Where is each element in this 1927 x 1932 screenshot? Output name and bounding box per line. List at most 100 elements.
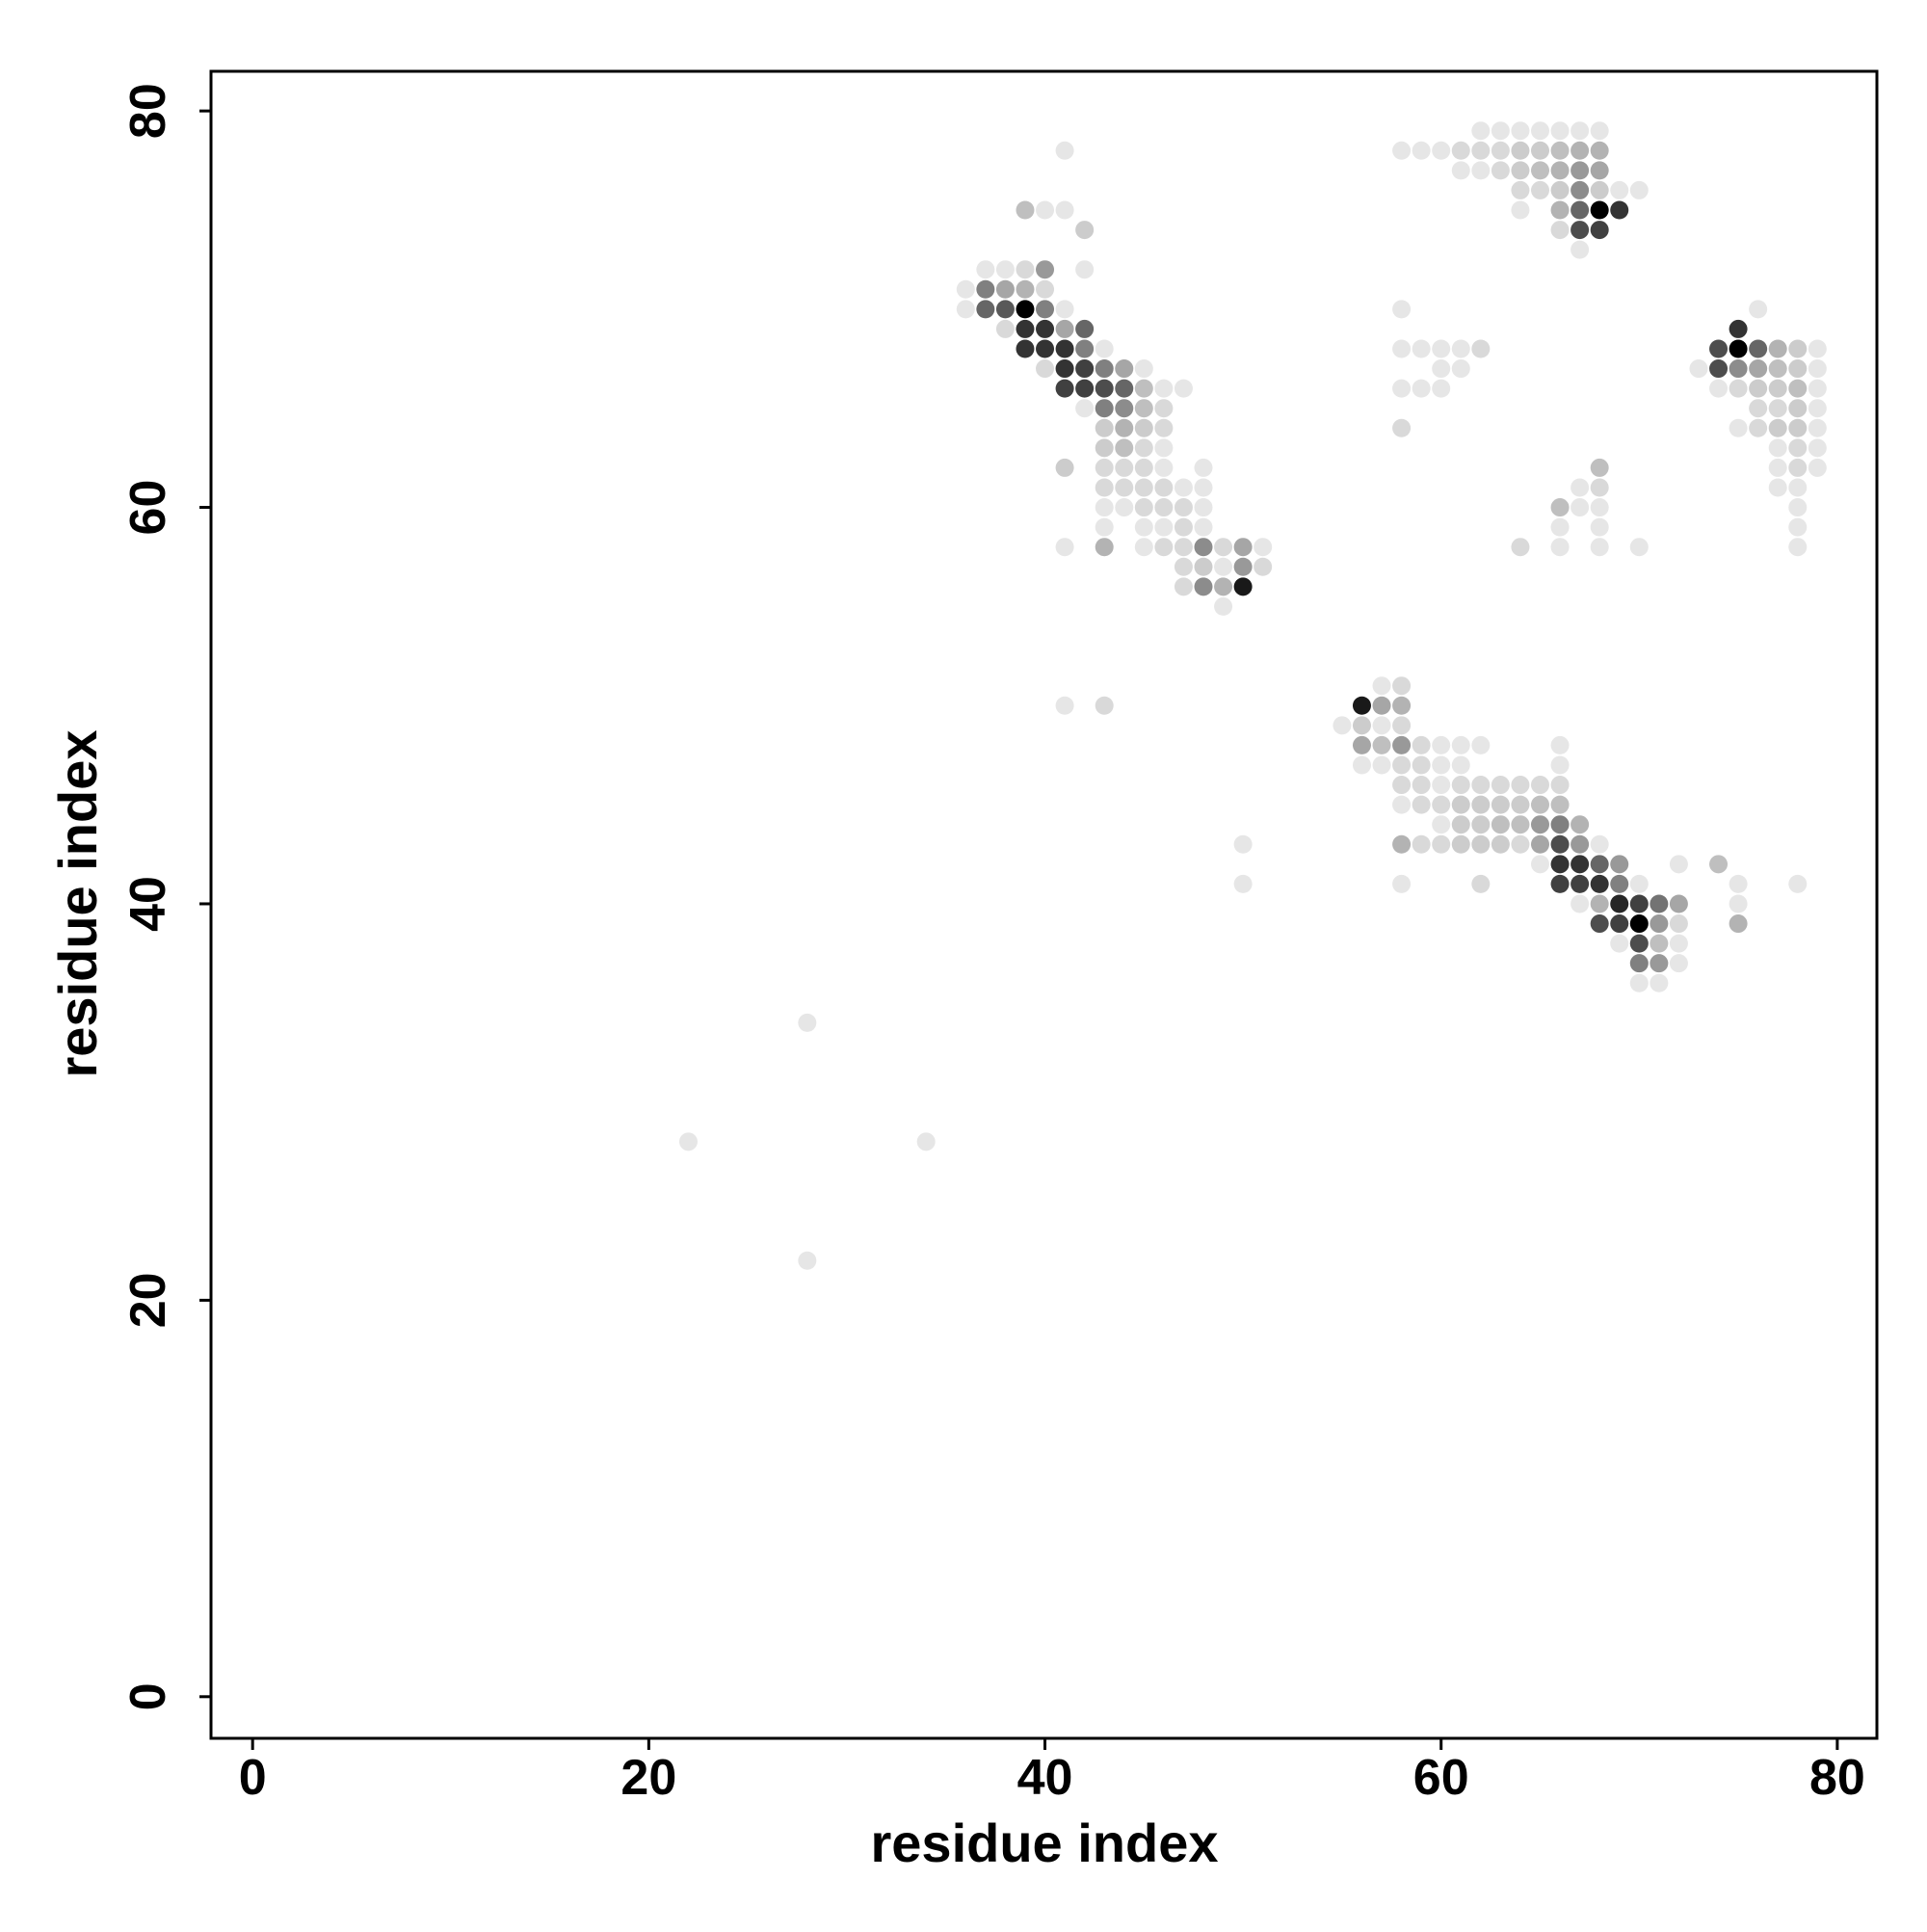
contact-point <box>1055 141 1074 160</box>
contact-point <box>1530 815 1549 834</box>
contact-point <box>1055 379 1074 398</box>
contact-point <box>1036 359 1055 379</box>
contact-point <box>1214 596 1233 616</box>
contact-point <box>1571 221 1590 240</box>
contact-point <box>1550 795 1570 814</box>
contact-point <box>1610 855 1629 874</box>
contact-point <box>1550 874 1570 893</box>
contact-point <box>1550 815 1570 834</box>
contact-point <box>1709 379 1729 398</box>
contact-point <box>1571 240 1590 259</box>
contact-point <box>1075 339 1095 358</box>
contact-point <box>1036 339 1055 358</box>
contact-point <box>1451 735 1470 754</box>
contact-point <box>1233 538 1253 557</box>
contact-point <box>1036 319 1055 338</box>
contact-point <box>1115 458 1134 477</box>
contact-point <box>1451 141 1470 160</box>
contact-point <box>1233 874 1253 893</box>
contact-point <box>1451 755 1470 775</box>
contact-point <box>1055 458 1074 477</box>
contact-point <box>1550 538 1570 557</box>
contact-point <box>1392 676 1412 696</box>
contact-point <box>1352 696 1371 715</box>
contact-point <box>995 260 1015 279</box>
contact-point <box>1571 834 1590 854</box>
contact-point <box>1372 696 1391 715</box>
contact-point <box>1471 776 1491 795</box>
contact-point <box>1392 339 1412 358</box>
contact-point <box>1115 438 1134 458</box>
contact-point <box>1729 914 1748 934</box>
contact-point <box>1016 319 1035 338</box>
contact-point <box>976 260 995 279</box>
contact-point <box>1432 735 1451 754</box>
contact-point <box>1768 418 1787 437</box>
contact-point <box>1788 379 1808 398</box>
contact-point <box>1412 795 1431 814</box>
contact-point <box>1233 834 1253 854</box>
contact-point <box>1768 379 1787 398</box>
contact-point <box>1095 478 1114 497</box>
contact-point <box>1571 200 1590 220</box>
contact-point <box>1530 121 1549 141</box>
contact-point <box>1115 498 1134 517</box>
contact-point <box>1055 319 1074 338</box>
contact-point <box>1550 735 1570 754</box>
contact-point <box>1808 379 1827 398</box>
contact-point <box>1709 855 1729 874</box>
contact-point <box>1729 894 1748 913</box>
contact-point <box>1451 776 1470 795</box>
contact-point <box>1590 855 1609 874</box>
contact-point <box>1590 161 1609 180</box>
contact-point <box>1233 557 1253 576</box>
y-tick-label: 0 <box>120 1682 176 1710</box>
contact-point <box>1134 517 1153 537</box>
contact-point <box>1471 339 1491 358</box>
contact-point <box>1471 735 1491 754</box>
contact-point <box>1075 399 1095 418</box>
contact-point <box>1432 359 1451 379</box>
contact-point <box>1511 538 1530 557</box>
contact-point <box>1571 161 1590 180</box>
contact-point <box>1511 834 1530 854</box>
contact-point <box>1629 934 1649 953</box>
contact-point <box>1134 478 1153 497</box>
contact-point <box>1115 478 1134 497</box>
contact-point <box>1729 418 1748 437</box>
contact-point <box>1154 498 1174 517</box>
contact-point <box>995 300 1015 319</box>
contact-point <box>1055 200 1074 220</box>
contact-point <box>1788 498 1808 517</box>
contact-point <box>1511 776 1530 795</box>
contact-point <box>1788 438 1808 458</box>
contact-point <box>1511 795 1530 814</box>
contact-point <box>1095 538 1114 557</box>
contact-point <box>1768 478 1787 497</box>
contact-point <box>1511 161 1530 180</box>
contact-point <box>1590 121 1609 141</box>
contact-point <box>1115 379 1134 398</box>
contact-point <box>1550 121 1570 141</box>
contact-point <box>1749 300 1768 319</box>
contact-point <box>1550 221 1570 240</box>
contact-point <box>1412 755 1431 775</box>
contact-point <box>1749 418 1768 437</box>
contact-point <box>1134 379 1153 398</box>
contact-point <box>1095 339 1114 358</box>
contact-point <box>1174 577 1193 596</box>
contact-point <box>1016 339 1035 358</box>
contact-point <box>1372 676 1391 696</box>
contact-point <box>1372 716 1391 735</box>
contact-point <box>1055 696 1074 715</box>
contact-point <box>1788 458 1808 477</box>
contact-point <box>1095 498 1114 517</box>
contact-point <box>1530 855 1549 874</box>
contact-point <box>1333 716 1352 735</box>
contact-point <box>1629 538 1649 557</box>
contact-point <box>1432 815 1451 834</box>
contact-point <box>1491 834 1510 854</box>
contact-point <box>1550 200 1570 220</box>
contact-point <box>1749 399 1768 418</box>
contact-point <box>1550 755 1570 775</box>
